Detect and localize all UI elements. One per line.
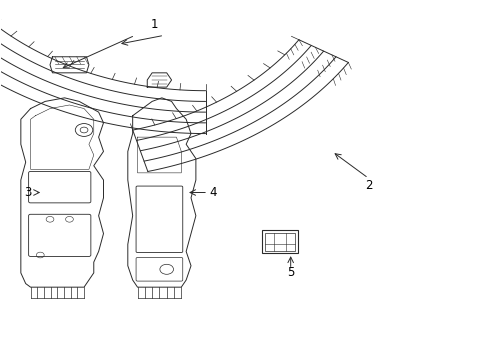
Bar [264,233,294,251]
Text: 2: 2 [364,179,371,192]
Text: 3: 3 [24,186,32,199]
Text: 4: 4 [209,186,216,199]
Bar [261,230,297,253]
Text: 1: 1 [150,18,158,31]
Text: 5: 5 [286,266,294,279]
